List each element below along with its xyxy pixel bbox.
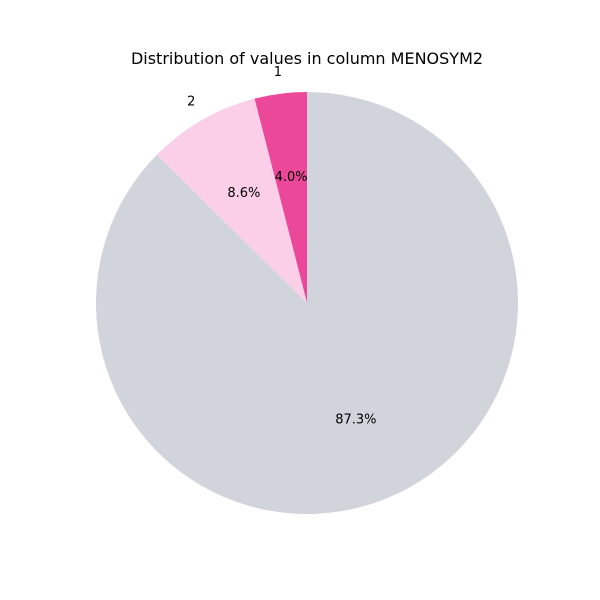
pie-slice-pct-label: 8.6%	[227, 186, 260, 201]
pie-slices	[96, 92, 519, 514]
pie-slice-2	[156, 98, 307, 304]
chart-title: Distribution of values in column MENOSYM…	[131, 49, 483, 68]
pie-slice-category-label: 2	[187, 94, 195, 109]
pie-slice-pct-label: 4.0%	[275, 170, 308, 185]
pie-slice-pct-label: 87.3%	[335, 412, 376, 427]
pie-slice-1	[254, 92, 307, 303]
pie-slice-category-label: 1	[274, 65, 282, 80]
pie-slice-other	[96, 92, 519, 514]
pie-labels: 4.0% 1 8.6% 2 87.3%	[187, 65, 376, 427]
